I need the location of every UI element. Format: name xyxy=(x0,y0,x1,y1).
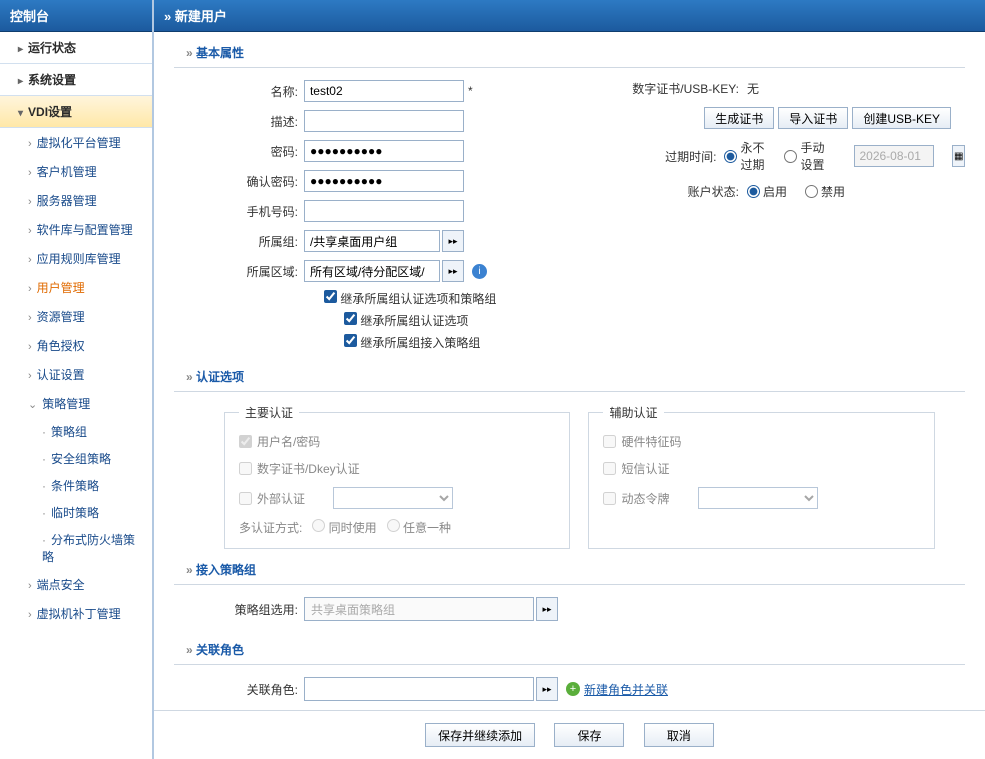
cb-inherit-all[interactable]: 继承所属组认证选项和策略组 xyxy=(324,292,496,306)
page-title: 新建用户 xyxy=(154,0,985,32)
nav-sub-role-auth[interactable]: 角色授权 xyxy=(0,331,152,360)
cb-token xyxy=(603,492,616,505)
label-pwd: 密码: xyxy=(174,143,304,160)
expire-date-input xyxy=(854,145,934,167)
sidebar: 控制台 运行状态 系统设置 VDI设置 虚拟化平台管理 客户机管理 服务器管理 … xyxy=(0,0,153,759)
input-pwd2[interactable] xyxy=(304,170,464,192)
import-cert-button[interactable]: 导入证书 xyxy=(778,107,848,129)
input-role[interactable] xyxy=(304,677,534,701)
radio-never-expire[interactable]: 永不过期 xyxy=(724,139,766,173)
label-region: 所属区域: xyxy=(174,263,304,280)
label-expire: 过期时间: xyxy=(607,148,724,165)
section-access: 接入策略组 xyxy=(174,549,965,585)
legend-primary: 主要认证 xyxy=(239,404,299,421)
add-icon[interactable]: + xyxy=(566,682,580,696)
input-name[interactable] xyxy=(304,80,464,102)
nav-system-settings[interactable]: 系统设置 xyxy=(0,64,152,96)
section-basic: 基本属性 xyxy=(174,32,965,68)
nav-sub-user-mgmt[interactable]: 用户管理 xyxy=(0,273,152,302)
radio-disable[interactable]: 禁用 xyxy=(805,183,845,200)
fieldset-primary-auth: 主要认证 用户名/密码 数字证书/Dkey认证 外部认证 多认证方式: 同时使用… xyxy=(224,404,571,549)
date-picker-button[interactable]: ▦ xyxy=(952,145,965,167)
nav-sub-endpoint[interactable]: 端点安全 xyxy=(0,570,152,599)
nav-sub2-firewall[interactable]: 分布式防火墙策略 xyxy=(0,526,152,570)
create-usb-button[interactable]: 创建USB-KEY xyxy=(852,107,951,129)
input-phone[interactable] xyxy=(304,200,464,222)
label-multi: 多认证方式: xyxy=(239,519,302,536)
nav-sub-auth-settings[interactable]: 认证设置 xyxy=(0,360,152,389)
section-auth: 认证选项 xyxy=(174,356,965,392)
required-star: * xyxy=(468,84,473,98)
label-phone: 手机号码: xyxy=(174,203,304,220)
gen-cert-button[interactable]: 生成证书 xyxy=(704,107,774,129)
save-button[interactable]: 保存 xyxy=(554,723,624,747)
role-picker-button[interactable]: ▸▸ xyxy=(536,677,558,701)
input-region[interactable] xyxy=(304,260,440,282)
nav-sub-software-lib[interactable]: 软件库与配置管理 xyxy=(0,215,152,244)
input-policy-group xyxy=(304,597,534,621)
nav-sub2-temp[interactable]: 临时策略 xyxy=(0,499,152,526)
label-group: 所属组: xyxy=(174,233,304,250)
nav-sub-vm-patch[interactable]: 虚拟机补丁管理 xyxy=(0,599,152,628)
label-account: 账户状态: xyxy=(607,183,747,200)
section-role: 关联角色 xyxy=(174,629,965,665)
cb-inherit-auth[interactable]: 继承所属组认证选项 xyxy=(344,314,468,328)
select-token xyxy=(698,487,818,509)
nav-sub-client-mgmt[interactable]: 客户机管理 xyxy=(0,157,152,186)
cb-sms xyxy=(603,462,616,475)
cb-ext xyxy=(239,492,252,505)
radio-both: 同时使用 xyxy=(312,519,376,536)
radio-enable[interactable]: 启用 xyxy=(747,183,787,200)
input-desc[interactable] xyxy=(304,110,464,132)
cb-hw xyxy=(603,435,616,448)
cb-inherit-policy[interactable]: 继承所属组接入策略组 xyxy=(344,336,480,350)
info-icon[interactable]: i xyxy=(472,264,487,279)
nav-sub-server-mgmt[interactable]: 服务器管理 xyxy=(0,186,152,215)
link-new-role[interactable]: 新建角色并关联 xyxy=(584,681,668,698)
legend-aux: 辅助认证 xyxy=(603,404,663,421)
radio-any: 任意一种 xyxy=(387,519,451,536)
label-desc: 描述: xyxy=(174,113,304,130)
label-name: 名称: xyxy=(174,83,304,100)
nav-sub2-policy-group[interactable]: 策略组 xyxy=(0,418,152,445)
cb-dkey xyxy=(239,462,252,475)
region-picker-button[interactable]: ▸▸ xyxy=(442,260,464,282)
select-ext-auth xyxy=(333,487,453,509)
save-continue-button[interactable]: 保存并继续添加 xyxy=(425,723,535,747)
label-pwd2: 确认密码: xyxy=(174,173,304,190)
nav-sub-virt-platform[interactable]: 虚拟化平台管理 xyxy=(0,128,152,157)
policy-picker-button[interactable]: ▸▸ xyxy=(536,597,558,621)
label-policy-sel: 策略组选用: xyxy=(194,601,304,618)
nav-sub-policy-mgmt[interactable]: 策略管理 xyxy=(0,389,152,418)
nav-sub2-security-group[interactable]: 安全组策略 xyxy=(0,445,152,472)
label-cert: 数字证书/USB-KEY: xyxy=(607,80,747,97)
label-role-sel: 关联角色: xyxy=(194,681,304,698)
nav-sub2-condition[interactable]: 条件策略 xyxy=(0,472,152,499)
input-pwd[interactable] xyxy=(304,140,464,162)
nav-running-status[interactable]: 运行状态 xyxy=(0,32,152,64)
group-picker-button[interactable]: ▸▸ xyxy=(442,230,464,252)
fieldset-aux-auth: 辅助认证 硬件特征码 短信认证 动态令牌 xyxy=(588,404,935,549)
nav-vdi-settings[interactable]: VDI设置 xyxy=(0,96,152,128)
nav-sub-app-rules[interactable]: 应用规则库管理 xyxy=(0,244,152,273)
input-group[interactable] xyxy=(304,230,440,252)
nav-sub-resource-mgmt[interactable]: 资源管理 xyxy=(0,302,152,331)
radio-manual-expire[interactable]: 手动设置 xyxy=(784,139,826,173)
cb-userpwd xyxy=(239,435,252,448)
sidebar-title: 控制台 xyxy=(0,0,152,32)
footer: 保存并继续添加 保存 取消 xyxy=(154,710,985,759)
main-panel: 新建用户 基本属性 名称: * 描述: 密码: xyxy=(153,0,985,759)
cert-value: 无 xyxy=(747,80,759,97)
cancel-button[interactable]: 取消 xyxy=(644,723,714,747)
